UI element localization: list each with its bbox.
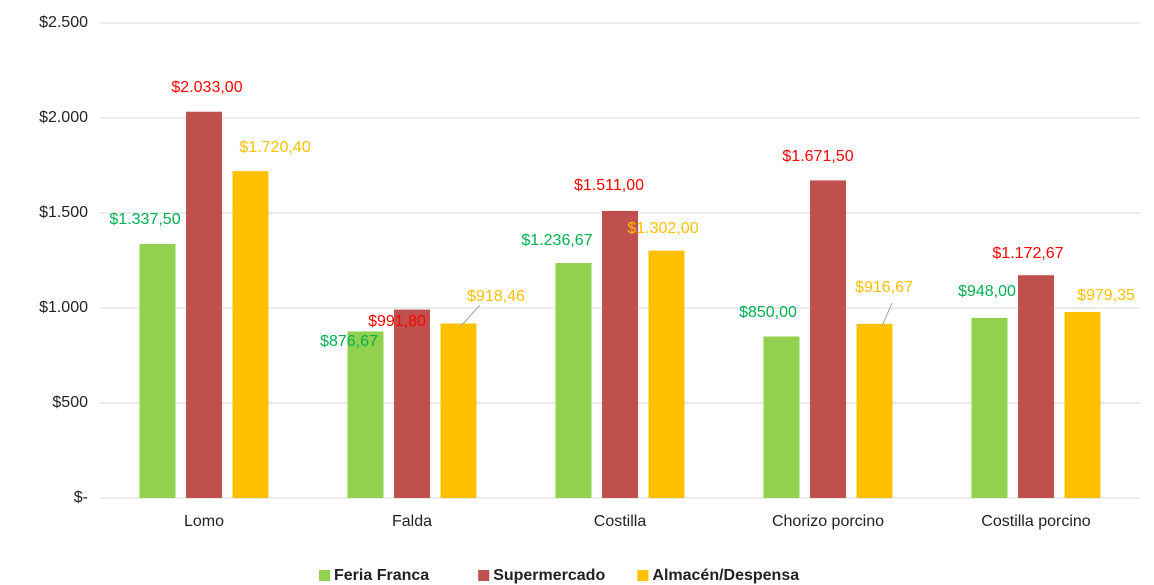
x-tick-label: Falda — [392, 513, 432, 530]
x-tick-label: Costilla porcino — [981, 513, 1090, 530]
data-label: $1.720,40 — [239, 139, 310, 156]
data-label: $2.033,00 — [171, 79, 242, 96]
bar — [810, 180, 846, 499]
bar — [602, 210, 638, 498]
bar — [856, 323, 893, 498]
data-label: $1.172,67 — [992, 245, 1063, 262]
bar — [763, 336, 800, 498]
leader-line — [460, 304, 481, 327]
bar — [555, 263, 592, 498]
legend-label: Supermercado — [493, 567, 605, 584]
x-tick-label: Lomo — [184, 513, 224, 530]
data-label: $1.236,67 — [521, 232, 592, 249]
data-label: $918,46 — [467, 288, 525, 305]
y-tick-label: $2.000 — [39, 109, 88, 126]
legend-swatch — [637, 570, 649, 581]
legend-label: Feria Franca — [334, 567, 429, 584]
bar — [971, 317, 1008, 498]
bar — [394, 309, 430, 498]
y-tick-label: $- — [74, 489, 88, 506]
data-label: $991,80 — [368, 313, 426, 330]
bar — [232, 171, 269, 498]
legend-label: Almacén/Despensa — [652, 567, 799, 584]
bar — [186, 111, 222, 498]
leader-line — [881, 302, 893, 327]
bar — [347, 331, 384, 498]
bar — [139, 243, 176, 498]
bar — [440, 323, 477, 498]
bar — [1064, 311, 1101, 498]
y-tick-label: $2.500 — [39, 14, 88, 31]
bar — [1018, 275, 1054, 498]
data-label: $1.671,50 — [782, 148, 853, 165]
x-tick-label: Chorizo porcino — [772, 513, 884, 530]
y-tick-label: $500 — [52, 394, 88, 411]
y-tick-label: $1.000 — [39, 299, 88, 316]
data-label: $876,67 — [320, 333, 378, 350]
data-label: $850,00 — [739, 304, 797, 321]
data-label: $1.337,50 — [109, 211, 180, 228]
y-tick-label: $1.500 — [39, 204, 88, 221]
x-tick-label: Costilla — [594, 513, 647, 530]
bar — [648, 250, 685, 498]
legend-swatch — [319, 570, 330, 581]
legend-swatch — [478, 570, 490, 581]
data-label: $979,35 — [1077, 287, 1135, 304]
data-label: $1.302,00 — [627, 220, 698, 237]
data-label: $948,00 — [958, 283, 1016, 300]
data-label: $1.511,00 — [574, 177, 644, 194]
data-label: $916,67 — [855, 279, 913, 296]
